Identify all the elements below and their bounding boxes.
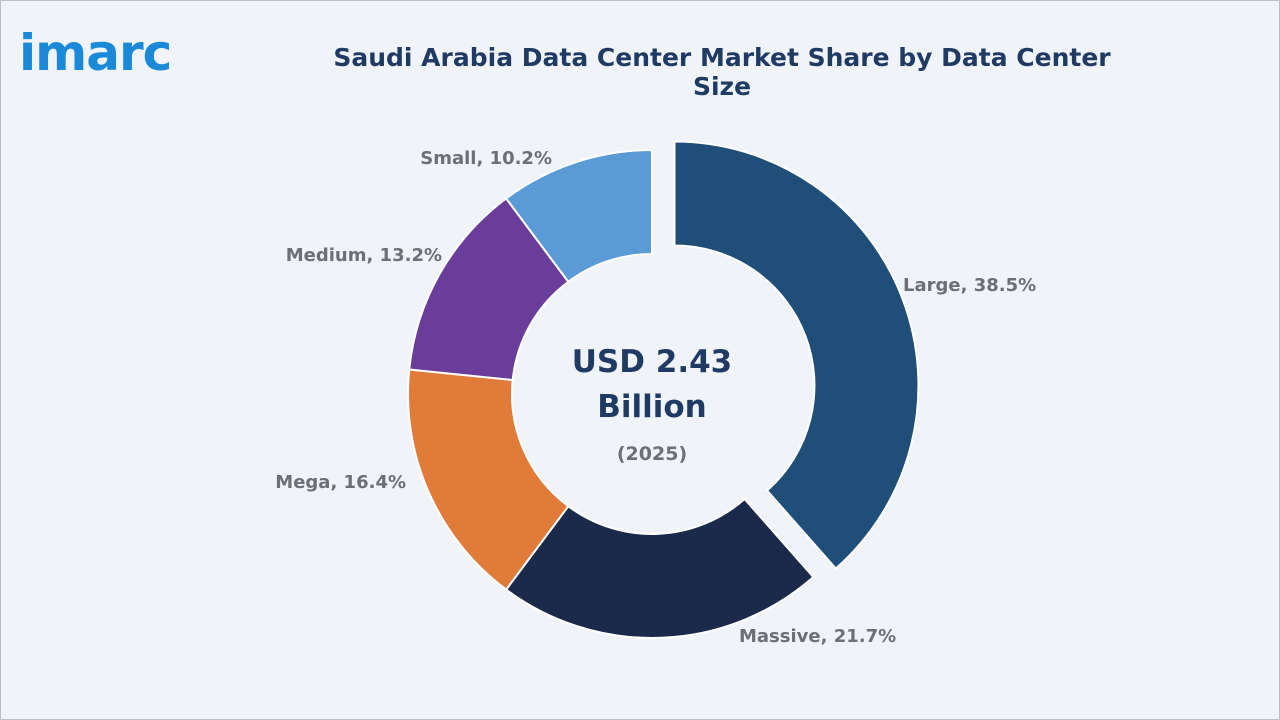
- imarc-logo: imarc: [19, 24, 172, 82]
- label-small: Small, 10.2%: [420, 148, 552, 169]
- slice-small: [504, 148, 653, 284]
- chart-title: Saudi Arabia Data Center Market Share by…: [333, 43, 1111, 101]
- center-year: (2025): [617, 443, 687, 465]
- label-mega: Mega, 16.4%: [275, 472, 406, 493]
- slice-large: [673, 140, 920, 570]
- slice-mega: [407, 368, 570, 591]
- slice-labels: Large, 38.5% Massive, 21.7% Mega, 16.4% Med…: [275, 148, 1036, 647]
- slice-massive: [504, 497, 815, 639]
- label-large: Large, 38.5%: [903, 275, 1036, 296]
- center-value-line1: USD 2.43: [572, 344, 733, 380]
- label-medium: Medium, 13.2%: [286, 245, 442, 266]
- donut-slices: [407, 140, 920, 639]
- label-massive: Massive, 21.7%: [739, 626, 896, 647]
- center-value-line2: Billion: [597, 389, 707, 425]
